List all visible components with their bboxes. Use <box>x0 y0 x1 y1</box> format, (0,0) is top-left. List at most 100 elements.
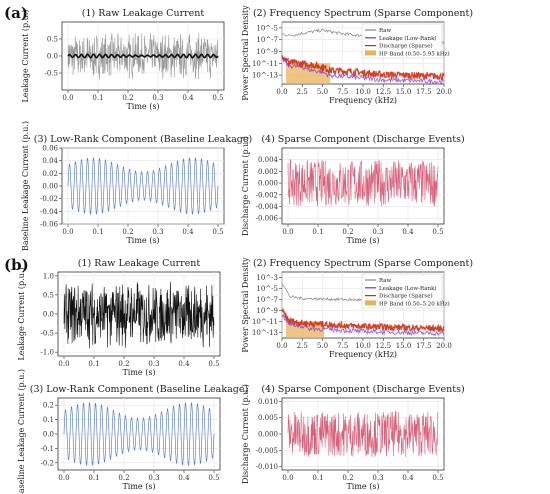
series-line-0 <box>63 402 215 466</box>
y-tick-label: -0.004 <box>256 203 279 211</box>
x-tick-label: 0.4 <box>178 474 190 482</box>
y-axis-label: Baseline Leakage Current (p.u.) <box>17 369 26 494</box>
panel-title: (1) Raw Leakage Current <box>82 8 205 19</box>
y-tick-label: 1.0 <box>43 272 54 280</box>
legend-label: Raw <box>379 28 392 34</box>
x-tick-label: 0.2 <box>342 474 353 482</box>
y-tick-label: 0.0 <box>47 53 58 61</box>
x-axis-label: Frequency (kHz) <box>329 350 397 359</box>
part-label-b: (b) <box>4 256 29 274</box>
y-tick-label: 10^-3 <box>256 274 278 282</box>
x-tick-label: 0.1 <box>88 474 99 482</box>
x-tick-label: 0.4 <box>182 228 194 236</box>
x-tick-label: 0.4 <box>402 474 414 482</box>
y-tick-label: -0.02 <box>40 195 58 203</box>
x-tick-label: 0.2 <box>122 228 133 236</box>
panel-a2: (2) Frequency Spectrum (Sparse Component… <box>241 5 473 105</box>
y-tick-label: 10^-7 <box>256 296 278 304</box>
x-tick-label: 0.0 <box>58 474 69 482</box>
x-tick-label: 0.5 <box>432 228 443 236</box>
legend-label: HP Band (0.50–5.20 kHz) <box>379 300 450 307</box>
y-tick-label: 0.04 <box>42 157 58 165</box>
y-tick-label: -0.5 <box>41 330 55 338</box>
y-tick-label: -1.0 <box>41 349 55 357</box>
y-tick-label: 0.02 <box>42 170 58 178</box>
legend-label: Leakage (Low-Rank) <box>379 35 437 42</box>
y-tick-label: 10^-7 <box>256 36 278 44</box>
part-label-a: (a) <box>4 4 28 22</box>
y-tick-label: -0.006 <box>256 215 279 223</box>
series-line-0 <box>287 158 439 207</box>
series-line-0 <box>287 411 439 457</box>
x-axis-label: Time (s) <box>122 482 155 491</box>
x-tick-label: 0.1 <box>92 94 103 102</box>
x-tick-label: 0.2 <box>118 360 129 368</box>
legend-swatch <box>365 50 376 56</box>
series-line-baseline <box>67 53 219 59</box>
x-tick-label: 7.5 <box>337 88 348 96</box>
y-tick-label: -0.06 <box>40 221 58 229</box>
panel-title: (2) Frequency Spectrum (Sparse Component… <box>253 258 473 269</box>
panels: (1) Raw Leakage Current Time (s) Leakage C… <box>17 5 473 494</box>
x-tick-label: 0.4 <box>402 228 414 236</box>
y-tick-label: 0.004 <box>258 156 279 164</box>
panel-title: (4) Sparse Component (Discharge Events) <box>261 134 464 145</box>
legend-label: Discharge (Sparse) <box>379 293 433 300</box>
x-tick-label: 0.1 <box>92 228 103 236</box>
x-tick-label: 10.0 <box>355 88 371 96</box>
x-tick-label: 0.3 <box>148 360 159 368</box>
x-tick-label: 12.5 <box>375 88 391 96</box>
x-tick-label: 17.5 <box>416 88 432 96</box>
x-tick-label: 0.5 <box>208 360 219 368</box>
x-axis-label: Time (s) <box>126 102 159 111</box>
y-tick-label: 0.000 <box>258 431 278 439</box>
x-tick-label: 15.0 <box>396 342 412 350</box>
series-line-0 <box>67 157 219 215</box>
x-tick-label: 20.0 <box>436 88 452 96</box>
legend-label: Raw <box>379 278 392 284</box>
y-tick-label: 0.010 <box>258 398 278 406</box>
x-tick-label: 0.1 <box>312 474 323 482</box>
y-tick-label: 10^-5 <box>256 285 278 293</box>
x-tick-label: 20.0 <box>436 342 452 350</box>
y-axis-label: Leakage Current (p.u.) <box>17 268 26 361</box>
panel-title: (3) Low-Rank Component (Baseline Leakage… <box>30 384 248 395</box>
panel-title: (1) Raw Leakage Current <box>78 258 201 269</box>
y-tick-label: 10^-5 <box>256 24 278 32</box>
x-tick-label: 0.1 <box>312 228 323 236</box>
y-tick-label: 10^-11 <box>252 60 278 68</box>
y-tick-label: 0.0 <box>43 311 54 319</box>
y-tick-label: 0.2 <box>43 402 54 410</box>
y-tick-label: 10^-13 <box>252 329 278 337</box>
y-tick-label: 0.5 <box>47 36 58 44</box>
x-tick-label: 0.2 <box>118 474 129 482</box>
y-tick-label: 10^-9 <box>256 307 278 315</box>
panel-title: (4) Sparse Component (Discharge Events) <box>261 384 464 395</box>
x-tick-label: 12.5 <box>375 342 391 350</box>
x-tick-label: 5.0 <box>317 342 328 350</box>
y-axis-label: Leakage Current (p.u.) <box>21 10 30 103</box>
y-tick-label: -0.04 <box>40 208 58 216</box>
x-axis-label: Time (s) <box>126 236 159 245</box>
y-axis-label: Discharge Current (p.u.) <box>241 384 250 484</box>
sparse-psd-line <box>281 308 445 333</box>
y-tick-label: -0.2 <box>41 459 55 467</box>
x-tick-label: 0.0 <box>282 228 293 236</box>
panel-a1: (1) Raw Leakage Current Time (s) Leakage C… <box>21 8 225 111</box>
x-tick-label: 0.3 <box>152 228 163 236</box>
panel-a3: (3) Low-Rank Component (Baseline Leakage… <box>21 121 252 251</box>
y-tick-label: 0.002 <box>258 168 278 176</box>
x-tick-label: 0.5 <box>432 474 443 482</box>
y-tick-label: 0.00 <box>42 183 58 191</box>
x-tick-label: 2.5 <box>297 88 308 96</box>
x-tick-label: 0.1 <box>88 360 99 368</box>
x-tick-label: 0.4 <box>182 94 194 102</box>
x-tick-label: 0.5 <box>212 94 223 102</box>
panel-a4: (4) Sparse Component (Discharge Events) T… <box>241 134 465 245</box>
y-tick-label: 0.06 <box>42 145 58 153</box>
x-tick-label: 0.0 <box>62 94 73 102</box>
x-tick-label: 0.3 <box>148 474 159 482</box>
y-tick-label: -0.005 <box>256 447 278 455</box>
x-tick-label: 2.5 <box>297 342 308 350</box>
